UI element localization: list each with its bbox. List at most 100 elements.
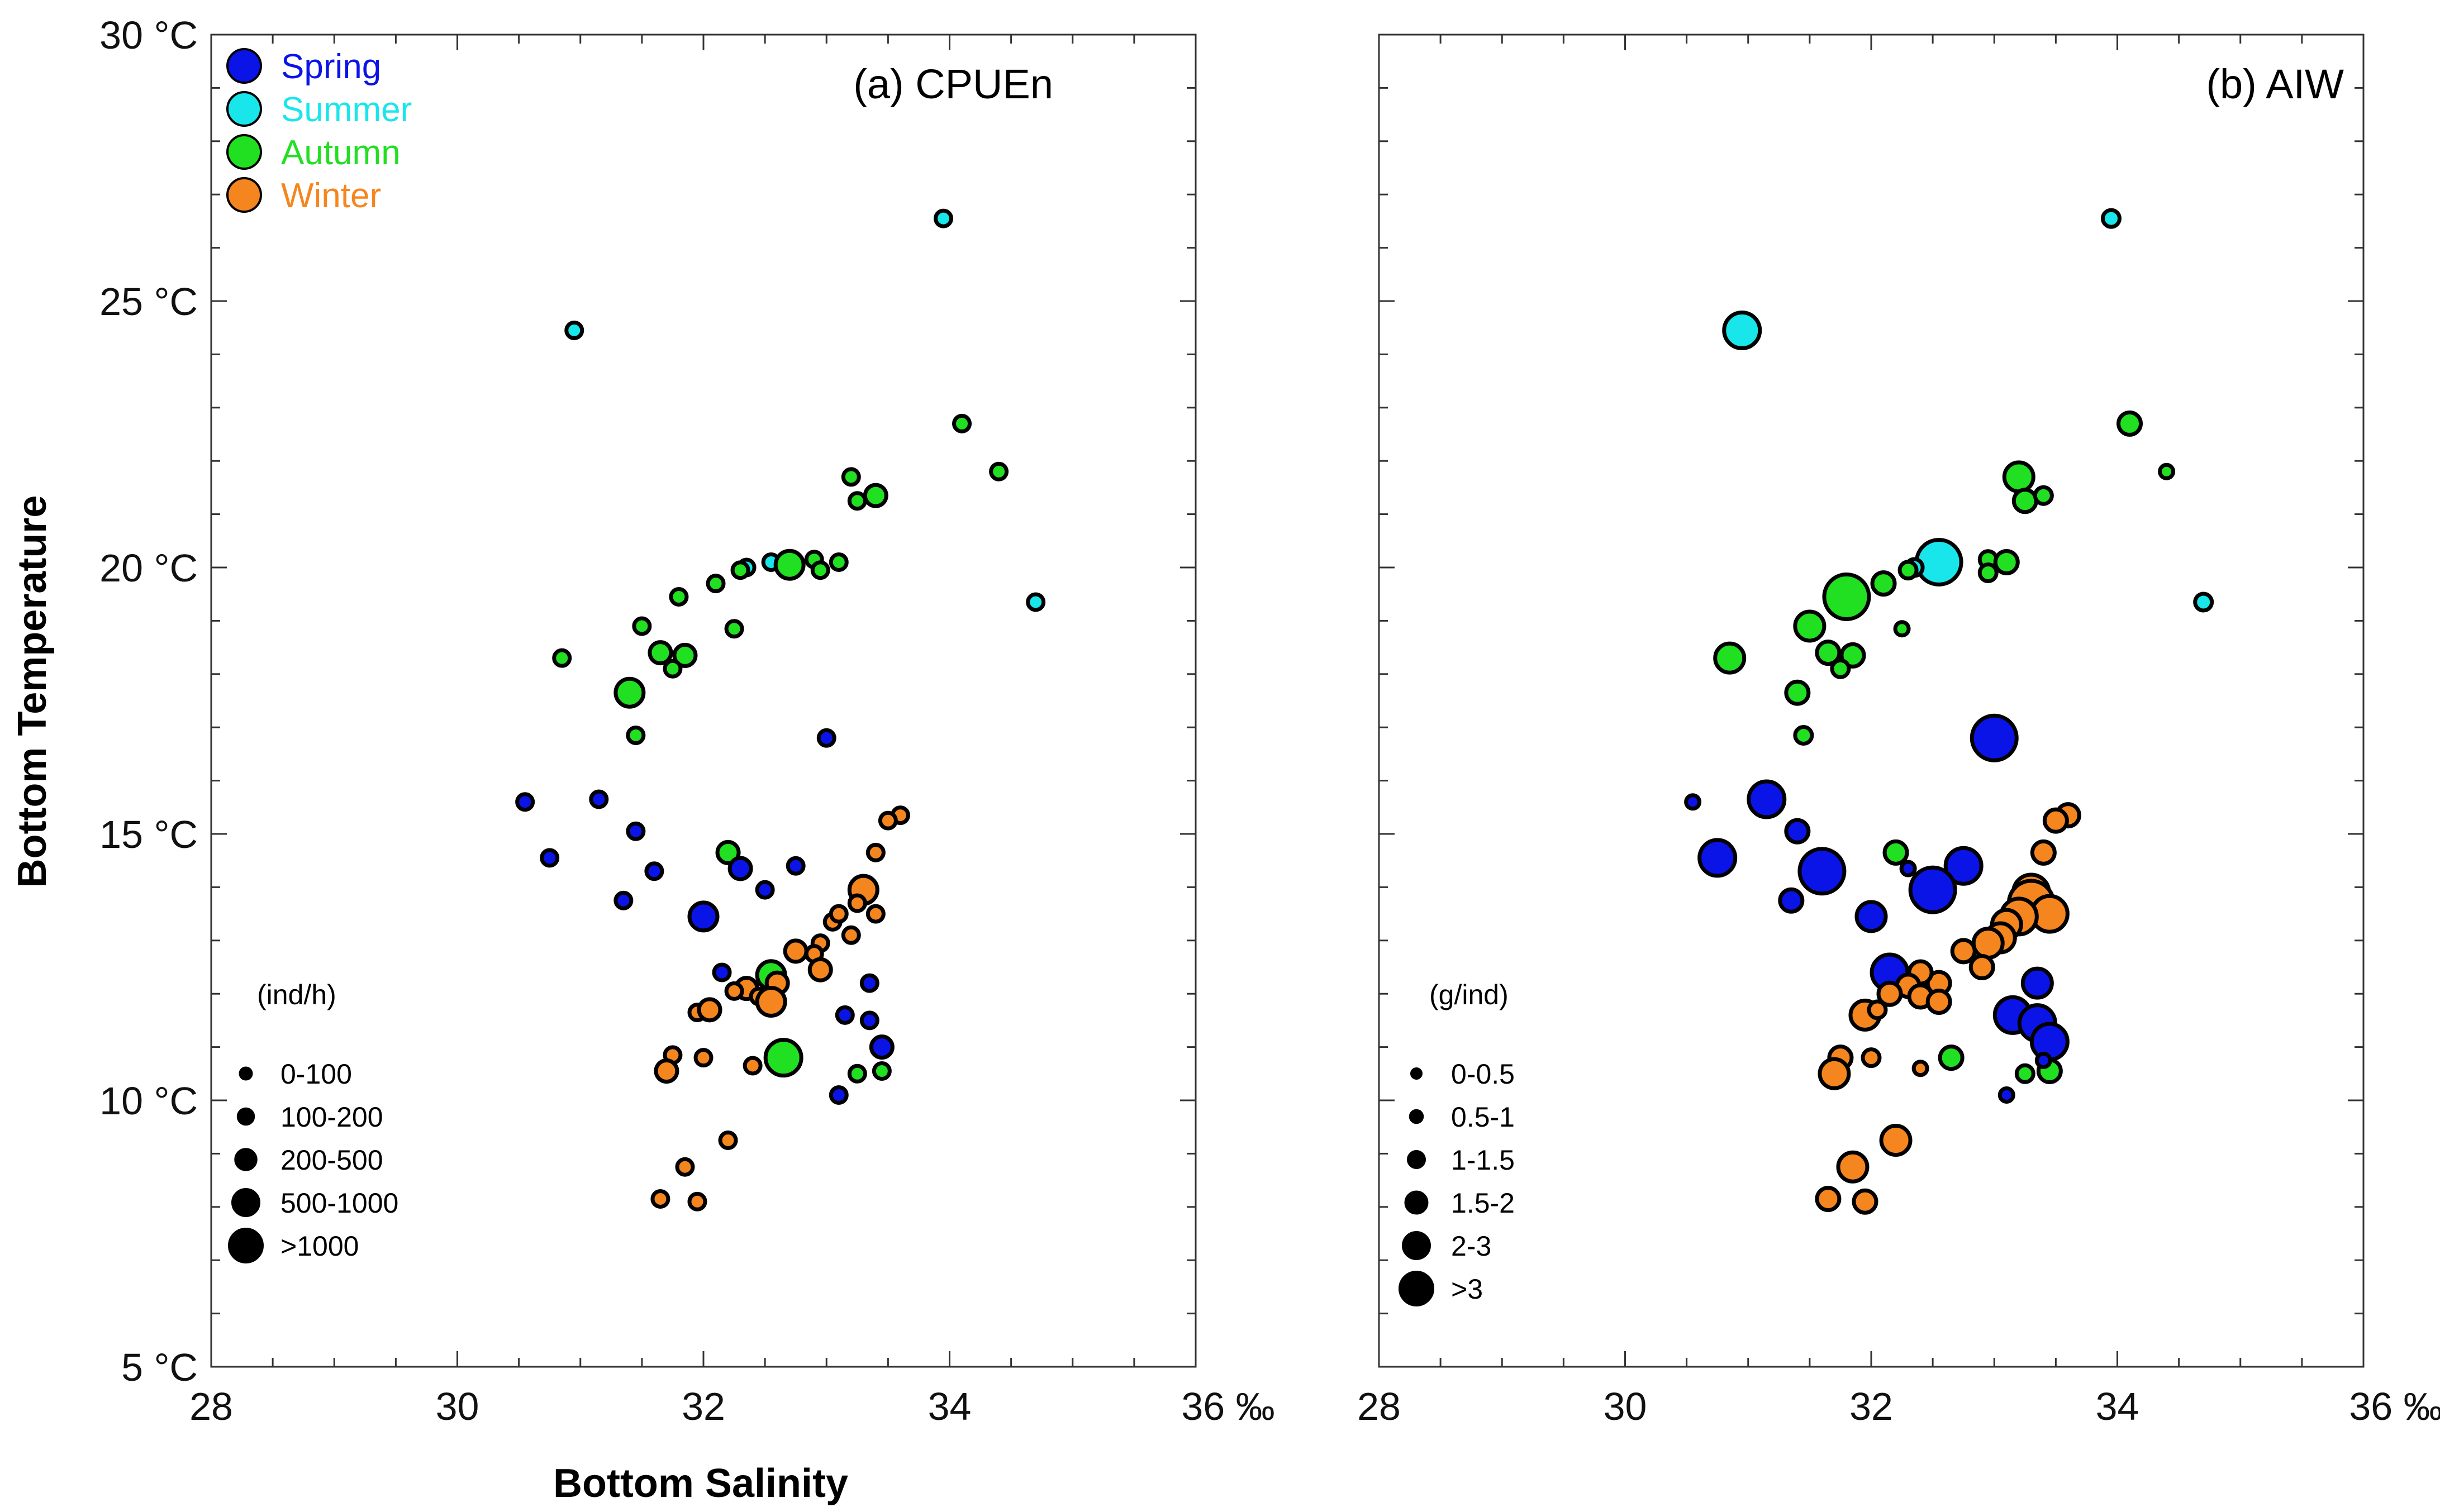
data-point-summer bbox=[1914, 537, 1963, 586]
data-point-spring bbox=[687, 900, 720, 933]
size-legend-marker bbox=[1404, 1190, 1429, 1215]
panel-a-x-tick-labels: 28 30 32 34 36 ‰ bbox=[189, 1385, 1275, 1428]
data-point-autumn bbox=[648, 640, 673, 666]
data-point-winter bbox=[724, 981, 744, 1001]
data-point-summer bbox=[1722, 310, 1762, 350]
data-point-winter bbox=[847, 893, 867, 913]
x-tick-label: 28 bbox=[1357, 1385, 1401, 1428]
y-tick-label: 10 °C bbox=[99, 1079, 198, 1123]
data-point-spring bbox=[712, 962, 732, 982]
data-point-spring bbox=[1908, 865, 1957, 914]
data-point-spring bbox=[1778, 887, 1805, 914]
data-point-autumn bbox=[672, 642, 698, 668]
x-tick-label: 36 ‰ bbox=[1181, 1385, 1274, 1428]
data-point-spring bbox=[2020, 966, 2054, 1000]
data-point-spring bbox=[515, 792, 535, 812]
data-point-autumn bbox=[847, 491, 867, 511]
data-point-autumn bbox=[1870, 570, 1897, 597]
size-legend-marker bbox=[231, 1188, 260, 1217]
data-point-autumn bbox=[872, 1061, 892, 1081]
season-legend-marker-spring bbox=[226, 48, 262, 84]
x-tick-label: 32 bbox=[1849, 1385, 1893, 1428]
data-point-winter bbox=[1867, 999, 1888, 1020]
data-point-winter bbox=[1876, 980, 1903, 1007]
data-point-spring bbox=[1997, 1086, 2015, 1104]
data-point-autumn bbox=[715, 840, 741, 865]
panel-a-points bbox=[515, 208, 1046, 1211]
data-point-autumn bbox=[730, 560, 750, 580]
size-legend-label: 0.5-1 bbox=[1451, 1101, 1515, 1133]
size-legend-label: 1.5-2 bbox=[1451, 1187, 1515, 1219]
data-point-winter bbox=[697, 997, 722, 1023]
data-point-spring bbox=[2029, 1022, 2070, 1062]
panel-a-ticks bbox=[210, 34, 1197, 1368]
season-legend: Spring Summer Autumn Winter bbox=[226, 47, 412, 215]
panel-b-size-legend: (g/ind) 0-0.5 0.5-1 1-1.5 1.5-2 2-3 >3 bbox=[1399, 979, 1515, 1306]
data-point-autumn bbox=[841, 467, 861, 487]
size-legend-marker bbox=[1410, 1067, 1423, 1080]
data-point-winter bbox=[718, 1131, 738, 1151]
data-point-winter bbox=[841, 925, 861, 945]
data-point-autumn bbox=[1897, 560, 1919, 581]
data-point-winter bbox=[865, 842, 886, 862]
data-point-autumn bbox=[773, 548, 806, 581]
size-legend-marker bbox=[1407, 1150, 1426, 1169]
data-point-spring bbox=[755, 880, 775, 900]
data-point-spring bbox=[1797, 847, 1847, 896]
data-point-summer bbox=[933, 208, 953, 228]
data-point-summer bbox=[1026, 592, 1046, 612]
data-point-autumn bbox=[2158, 462, 2176, 480]
data-point-spring bbox=[589, 789, 609, 809]
data-point-summer bbox=[564, 320, 584, 340]
data-point-autumn bbox=[613, 676, 646, 709]
data-point-spring bbox=[1747, 779, 1787, 819]
data-point-spring bbox=[816, 728, 836, 748]
panel-a-title: (a) CPUEn bbox=[853, 61, 1053, 107]
data-point-autumn bbox=[1993, 548, 2020, 575]
data-point-autumn bbox=[552, 648, 572, 668]
data-point-autumn bbox=[1793, 609, 1827, 643]
data-point-autumn bbox=[863, 483, 888, 508]
size-legend-marker bbox=[234, 1148, 258, 1171]
season-legend-marker-autumn bbox=[226, 134, 262, 170]
data-point-winter bbox=[1818, 1057, 1851, 1090]
data-point-autumn bbox=[632, 616, 652, 636]
data-point-autumn bbox=[1882, 839, 1909, 866]
data-point-winter bbox=[650, 1189, 670, 1209]
data-point-autumn bbox=[847, 1063, 867, 1084]
y-tick-label: 20 °C bbox=[99, 546, 198, 590]
data-point-winter bbox=[675, 1157, 695, 1177]
data-point-spring bbox=[1697, 838, 1738, 878]
data-point-winter bbox=[865, 904, 886, 924]
y-tick-label: 15 °C bbox=[99, 813, 198, 856]
size-legend-marker bbox=[1409, 1109, 1424, 1124]
size-legend-marker bbox=[1402, 1231, 1431, 1260]
data-point-winter bbox=[878, 810, 898, 831]
data-point-winter bbox=[755, 986, 787, 1018]
data-point-winter bbox=[1968, 954, 1995, 980]
data-point-autumn bbox=[1893, 620, 1911, 638]
data-point-autumn bbox=[2002, 460, 2035, 494]
data-point-spring bbox=[1899, 860, 1917, 877]
data-point-spring bbox=[859, 1010, 879, 1031]
data-point-spring bbox=[613, 890, 634, 910]
data-point-autumn bbox=[2011, 488, 2038, 514]
x-tick-label: 36 ‰ bbox=[2349, 1385, 2440, 1428]
season-legend-label-spring: Spring bbox=[281, 47, 381, 86]
data-point-winter bbox=[1852, 1188, 1878, 1215]
data-point-autumn bbox=[1784, 679, 1811, 706]
panel-b-ticks bbox=[1378, 34, 2365, 1368]
panel-b-size-legend-title: (g/ind) bbox=[1429, 979, 1509, 1010]
data-point-winter bbox=[1950, 938, 1977, 965]
season-legend-label-summer: Summer bbox=[281, 90, 412, 129]
data-point-spring bbox=[626, 821, 646, 841]
x-tick-label: 30 bbox=[436, 1385, 479, 1428]
y-tick-label: 25 °C bbox=[99, 280, 198, 323]
data-point-winter bbox=[743, 1056, 763, 1076]
data-point-autumn bbox=[1822, 572, 1871, 621]
data-point-autumn bbox=[1793, 725, 1814, 746]
panel-a-y-tick-labels: 5 °C 10 °C 15 °C 20 °C 25 °C 30 °C bbox=[99, 13, 198, 1389]
size-legend-label: 500-1000 bbox=[280, 1187, 398, 1219]
data-point-spring bbox=[1784, 818, 1811, 845]
data-point-autumn bbox=[1977, 562, 1999, 584]
